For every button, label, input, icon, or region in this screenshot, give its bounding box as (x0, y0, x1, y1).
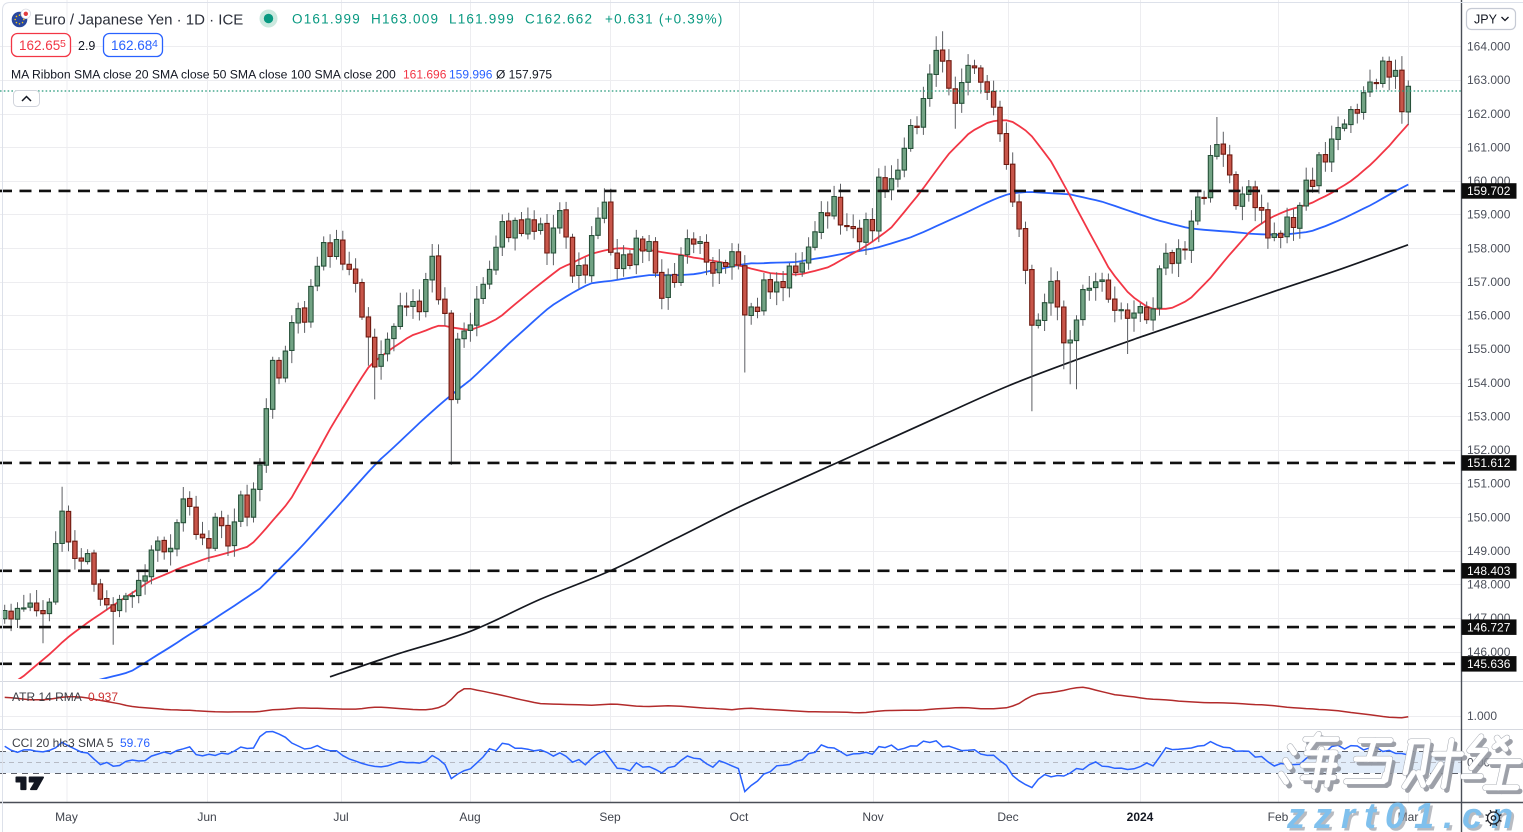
svg-text:161.000: 161.000 (1467, 140, 1511, 154)
svg-text:154.000: 154.000 (1467, 376, 1511, 390)
svg-text:JPY: JPY (1474, 13, 1498, 27)
svg-text:zzrt01.cn: zzrt01.cn (1286, 795, 1522, 832)
svg-text:Mar: Mar (1398, 810, 1419, 824)
svg-text:Jul: Jul (333, 810, 348, 824)
svg-text:5: 5 (60, 38, 66, 50)
svg-text:151.612: 151.612 (1467, 456, 1511, 470)
svg-text:164.000: 164.000 (1467, 40, 1511, 54)
svg-text:MA Ribbon SMA close 20 SMA clo: MA Ribbon SMA close 20 SMA close 50 SMA … (11, 68, 396, 82)
svg-text:+0.631 (+0.39%): +0.631 (+0.39%) (605, 12, 724, 27)
svg-text:158.000: 158.000 (1467, 241, 1511, 255)
svg-text:152.000: 152.000 (1467, 443, 1511, 457)
svg-text:4: 4 (152, 38, 158, 50)
svg-text:L161.999: L161.999 (449, 12, 515, 27)
svg-text:Dec: Dec (997, 810, 1018, 824)
svg-text:May: May (55, 810, 78, 824)
svg-text:ATR 14 RMA: ATR 14 RMA (12, 690, 82, 704)
svg-text:0.937: 0.937 (88, 690, 118, 704)
svg-text:C162.662: C162.662 (525, 12, 593, 27)
svg-text:O161.999: O161.999 (292, 12, 361, 27)
svg-text:162.000: 162.000 (1467, 107, 1511, 121)
svg-text:148.000: 148.000 (1467, 578, 1511, 592)
svg-text:162.65: 162.65 (19, 38, 60, 53)
svg-text:H163.009: H163.009 (371, 12, 439, 27)
svg-text:Sep: Sep (599, 810, 621, 824)
svg-text:Jun: Jun (197, 810, 216, 824)
svg-text:162.68: 162.68 (111, 38, 152, 53)
svg-text:2.9: 2.9 (78, 39, 95, 53)
svg-text:155.000: 155.000 (1467, 342, 1511, 356)
svg-text:CCI 20 hlc3 SMA 5: CCI 20 hlc3 SMA 5 (12, 736, 114, 750)
svg-text:156.000: 156.000 (1467, 309, 1511, 323)
svg-text:153.000: 153.000 (1467, 409, 1511, 423)
svg-text:159.996: 159.996 (449, 68, 493, 82)
svg-text:Ø 157.975: Ø 157.975 (496, 68, 552, 82)
svg-text:145.636: 145.636 (1467, 657, 1511, 671)
svg-text:150.000: 150.000 (1467, 510, 1511, 524)
svg-text:159.000: 159.000 (1467, 208, 1511, 222)
svg-text:Euro / Japanese Yen · 1D · ICE: Euro / Japanese Yen · 1D · ICE (34, 12, 243, 29)
svg-text:Oct: Oct (730, 810, 749, 824)
svg-text:151.000: 151.000 (1467, 477, 1511, 491)
svg-text:Aug: Aug (459, 810, 480, 824)
svg-text:1.000: 1.000 (1467, 709, 1497, 723)
svg-text:Nov: Nov (862, 810, 883, 824)
svg-text:149.000: 149.000 (1467, 544, 1511, 558)
svg-text:146.000: 146.000 (1467, 645, 1511, 659)
svg-text:157.000: 157.000 (1467, 275, 1511, 289)
svg-text:161.696: 161.696 (403, 68, 447, 82)
svg-text:163.000: 163.000 (1467, 73, 1511, 87)
svg-text:159.702: 159.702 (1467, 184, 1511, 198)
svg-text:Feb: Feb (1268, 810, 1289, 824)
svg-text:2024: 2024 (1127, 810, 1154, 824)
svg-text:146.727: 146.727 (1467, 620, 1511, 634)
svg-text:zzrt01.cn: zzrt01.cn (1289, 798, 1523, 832)
svg-text:148.403: 148.403 (1467, 564, 1511, 578)
svg-text:59.76: 59.76 (120, 736, 150, 750)
